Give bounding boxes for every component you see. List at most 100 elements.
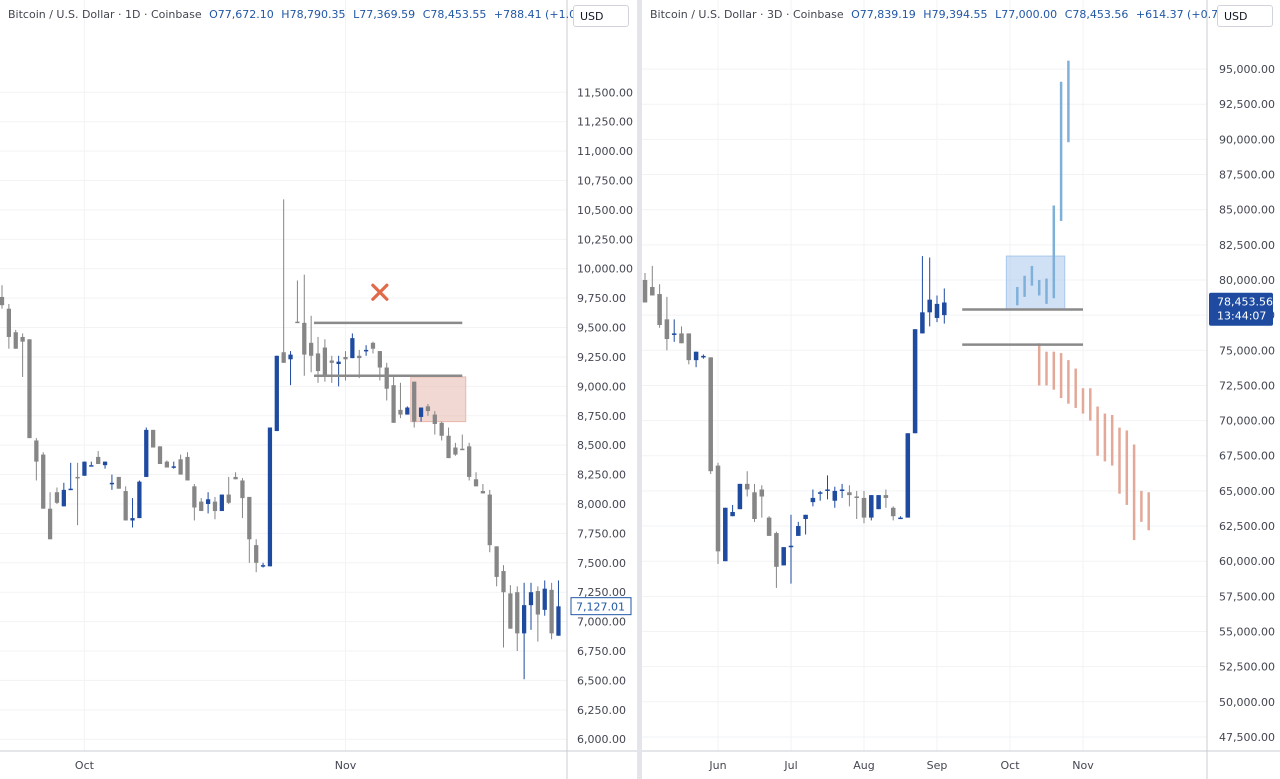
change-value: +614.37 (+0.79%) [1135, 8, 1240, 21]
projection-down-bar [1140, 490, 1143, 522]
projection-down-bar [1103, 413, 1107, 462]
candle-down [412, 381, 417, 422]
candle-down [377, 351, 382, 368]
last-price-label: 7,127.01 [576, 601, 625, 614]
candle-up [336, 361, 341, 365]
y-tick-label: 9,500.00 [577, 322, 626, 335]
candle-up [274, 355, 279, 432]
symbol-label: Bitcoin / U.S. Dollar · 3D · Coinbase [650, 8, 844, 21]
candle-up [267, 427, 273, 567]
candle-down [686, 333, 692, 361]
projection-down-bar [1081, 388, 1085, 414]
x-tick-label: Jun [708, 759, 726, 772]
candle-down [41, 454, 46, 509]
candle-up [171, 466, 176, 468]
y-tick-label: 95,000.00 [1219, 63, 1275, 76]
y-tick-label: 7,000.00 [577, 616, 626, 629]
x-tick-label: Oct [1000, 759, 1020, 772]
candle-down [642, 279, 648, 303]
y-tick-label: 92,500.00 [1219, 98, 1275, 111]
projection-up-bar [1016, 287, 1019, 306]
y-tick-label: 65,000.00 [1219, 485, 1275, 498]
candle-down [708, 357, 713, 472]
y-tick-label: 67,500.00 [1219, 450, 1275, 463]
candle-up [521, 605, 527, 634]
y-tick-label: 80,000.00 [1219, 274, 1275, 287]
projection-down-bar [1052, 351, 1056, 390]
candle-down [0, 296, 5, 306]
y-tick-label: 10,500.00 [577, 204, 633, 217]
y-tick-label: 7,500.00 [577, 557, 626, 570]
candle-down [384, 367, 389, 389]
candle-down [439, 422, 444, 436]
projection-down-bar [1147, 492, 1150, 531]
left-chart-panel[interactable]: Bitcoin / U.S. Dollar · 1D · Coinbase O7… [0, 0, 637, 779]
projection-down-bar [1089, 388, 1092, 421]
candle-up [219, 494, 224, 512]
currency-selector[interactable]: USD [1217, 5, 1273, 27]
candle-up [905, 433, 911, 518]
candle-up [288, 354, 293, 360]
candle-down [391, 385, 396, 423]
candle-up [693, 351, 699, 361]
projection-up-bar [1023, 275, 1026, 297]
candle-up [418, 407, 424, 417]
candle-up [810, 497, 816, 503]
left-chart-canvas[interactable]: 6,000.00 6,250.00 6,500.00 6,750.00 7,000.00… [0, 0, 637, 779]
candle-up [542, 588, 547, 610]
projection-down-bar [1096, 406, 1099, 456]
projection-down-bar [1132, 444, 1136, 541]
candle-down [254, 545, 259, 563]
right-chart-panel[interactable]: Bitcoin / U.S. Dollar · 3D · Coinbase O7… [642, 0, 1280, 779]
candle-down [157, 446, 163, 464]
candle-down [185, 456, 190, 481]
candle-down [315, 353, 321, 372]
y-tick-label: 72,500.00 [1219, 379, 1275, 392]
candle-down [657, 294, 662, 325]
candle-up [82, 461, 87, 476]
projection-up-bar [1067, 60, 1070, 143]
close-value: C78,453.56 [1064, 8, 1129, 21]
y-tick-label: 9,250.00 [577, 351, 626, 364]
candle-down [47, 508, 53, 540]
y-tick-label: 8,000.00 [577, 498, 626, 511]
projection-up-bar [1045, 278, 1048, 304]
candle-down [199, 501, 204, 512]
candle-down [854, 496, 859, 499]
projection-up-bar [1037, 279, 1041, 296]
candle-up [839, 489, 845, 491]
candle-down [744, 483, 750, 490]
high-value: H79,394.55 [923, 8, 988, 21]
candle-up [701, 355, 706, 358]
candle-up [89, 465, 94, 467]
candle-down [549, 589, 554, 634]
candle-up [528, 592, 534, 606]
candle-down [370, 342, 376, 349]
symbol-label: Bitcoin / U.S. Dollar · 1D · Coinbase [8, 8, 202, 21]
candle-up [803, 514, 808, 520]
candle-down [453, 447, 458, 455]
panel-divider[interactable] [637, 0, 642, 779]
candle-down [501, 571, 506, 593]
candle-up [130, 518, 135, 521]
candle-down [766, 517, 772, 536]
candle-up [788, 545, 794, 548]
candle-up [260, 565, 266, 567]
low-value: L77,000.00 [995, 8, 1058, 21]
candle-down [515, 592, 520, 634]
y-tick-label: 6,750.00 [577, 645, 626, 658]
candle-down [650, 287, 655, 296]
candle-down [664, 319, 670, 340]
candle-down [425, 406, 431, 412]
candle-down [508, 593, 513, 629]
y-tick-label: 11,000.00 [577, 145, 633, 158]
candle-down [178, 459, 183, 475]
x-tick-label: Jul [783, 759, 797, 772]
currency-selector[interactable]: USD [573, 5, 629, 27]
candle-up [912, 329, 918, 434]
candle-down [75, 476, 80, 479]
candle-down [116, 476, 121, 489]
high-value: H78,790.35 [281, 8, 346, 21]
y-tick-label: 10,000.00 [577, 263, 633, 276]
right-chart-canvas[interactable]: 47,500.00 50,000.00 52,500.00 55,000.00 57,5… [642, 0, 1280, 779]
